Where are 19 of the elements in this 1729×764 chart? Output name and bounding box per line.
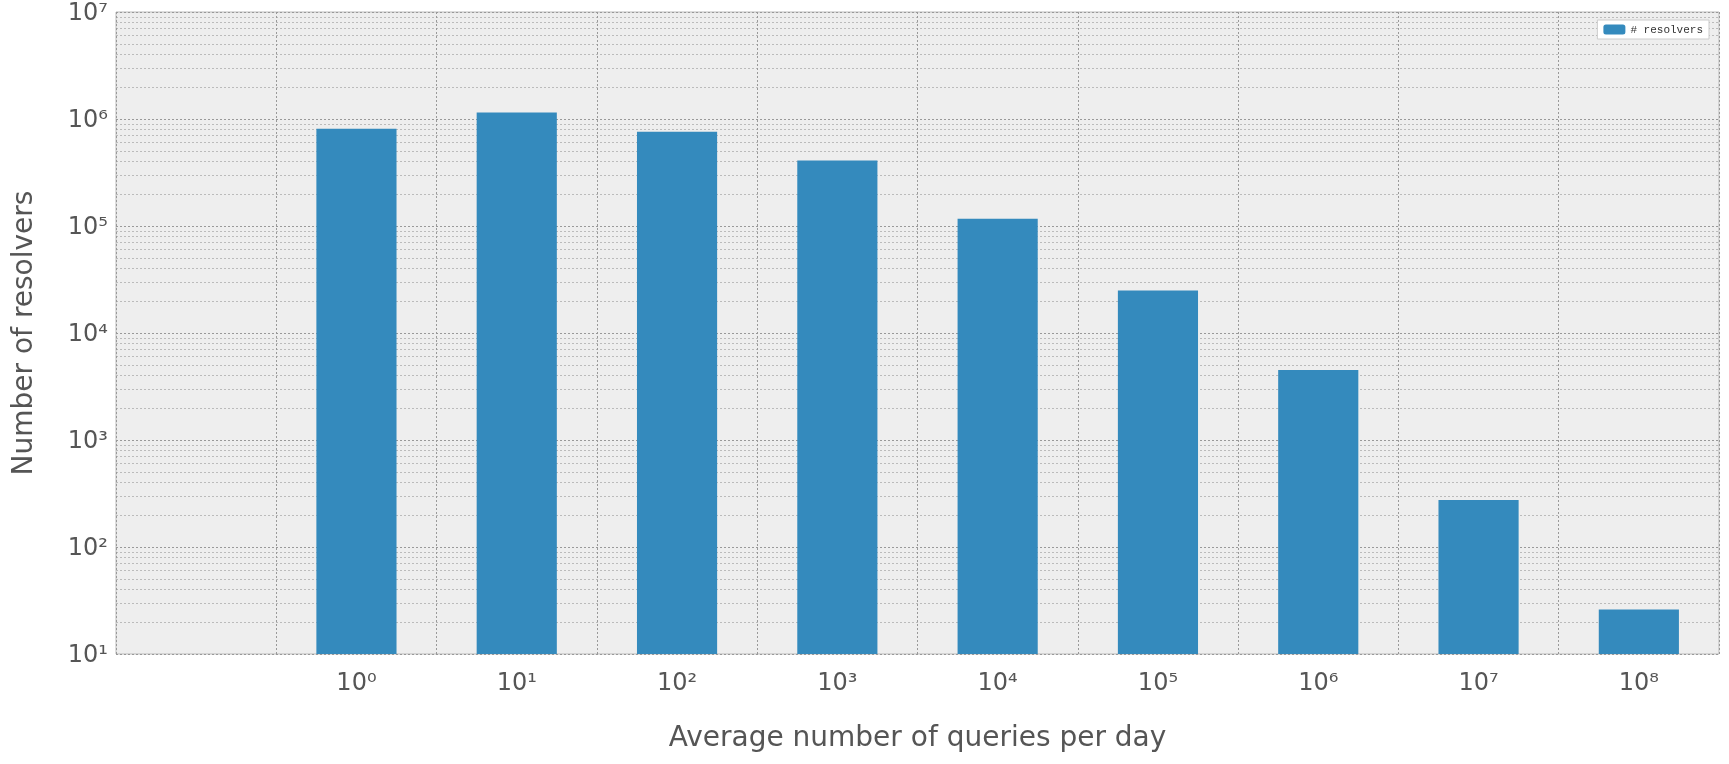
x-tick-label: 10³ <box>817 668 858 696</box>
x-tick-label: 10⁴ <box>977 668 1018 696</box>
y-tick-label: 10⁷ <box>67 0 108 26</box>
y-tick-label: 10⁶ <box>67 105 108 133</box>
x-axis-title: Average number of queries per day <box>668 719 1167 753</box>
x-tick-label: 10⁸ <box>1618 668 1659 696</box>
x-tick-label: 10⁰ <box>336 668 377 696</box>
y-tick-label: 10⁴ <box>67 319 108 347</box>
x-tick-label: 10¹ <box>496 668 537 696</box>
y-axis-title: Number of resolvers <box>5 190 39 476</box>
x-tick-label: 10² <box>656 668 698 696</box>
y-tick-label: 10¹ <box>67 640 108 668</box>
x-tick-label: 10⁶ <box>1298 668 1339 696</box>
y-tick-label: 10⁵ <box>67 212 108 240</box>
legend-label: # resolvers <box>1630 23 1704 36</box>
y-tick-label: 10³ <box>67 426 108 454</box>
y-tick-label: 10² <box>67 533 108 561</box>
x-tick-label: 10⁷ <box>1458 668 1499 696</box>
x-tick-label: 10⁵ <box>1137 668 1179 696</box>
